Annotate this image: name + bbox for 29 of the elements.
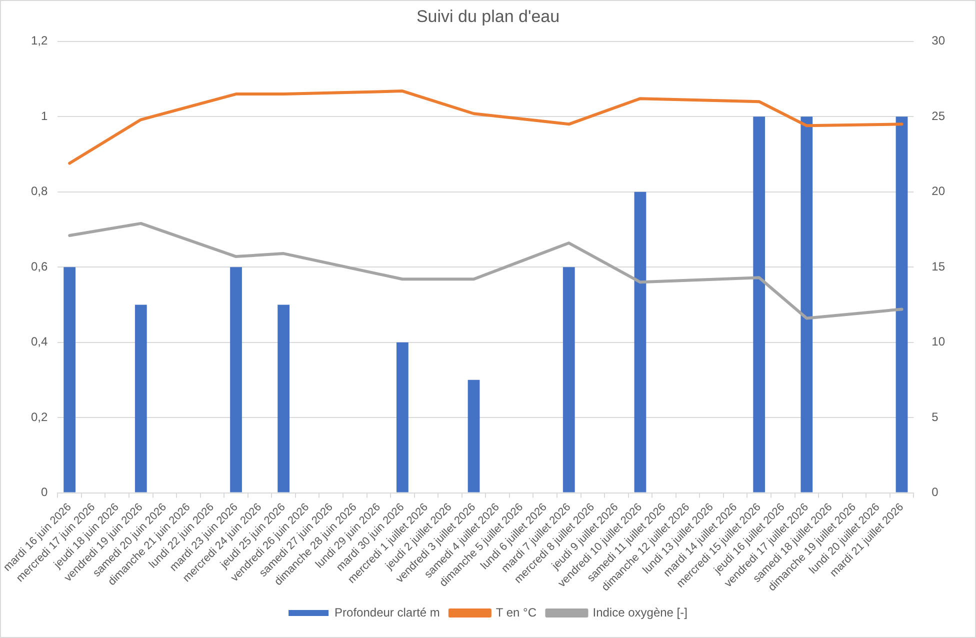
- legend-label: Indice oxygène [-]: [592, 605, 688, 620]
- bar: [753, 116, 766, 492]
- y2-tick-label: 0: [932, 485, 939, 500]
- y-tick-label: 0,4: [30, 334, 48, 349]
- bar: [800, 116, 813, 492]
- y-tick-label: 0,2: [30, 410, 48, 424]
- bar: [896, 116, 908, 492]
- bar: [468, 380, 480, 492]
- bar: [634, 192, 646, 492]
- bar: [230, 267, 242, 492]
- legend-label: Profondeur clarté m: [334, 605, 440, 620]
- y-tick-label: 0,8: [30, 184, 48, 198]
- bar: [562, 267, 575, 492]
- bar: [396, 342, 408, 492]
- y2-tick-label: 20: [932, 184, 946, 198]
- y2-tick-label: 15: [932, 259, 946, 274]
- y-tick-label: 1,2: [30, 34, 48, 48]
- y-tick-label: 1: [40, 108, 48, 123]
- y2-tick-label: 10: [932, 334, 946, 349]
- bar: [278, 304, 290, 492]
- y-tick-label: 0,6: [30, 259, 48, 274]
- y-tick-label: 0: [40, 485, 48, 500]
- y2-tick-label: 25: [932, 108, 946, 123]
- legend-label: T en °C: [496, 605, 537, 620]
- y2-tick-label: 30: [932, 34, 946, 48]
- bar: [134, 304, 147, 492]
- chart-title: Suivi du plan d'eau: [416, 6, 560, 26]
- y2-tick-label: 5: [932, 410, 939, 424]
- bar: [64, 267, 76, 492]
